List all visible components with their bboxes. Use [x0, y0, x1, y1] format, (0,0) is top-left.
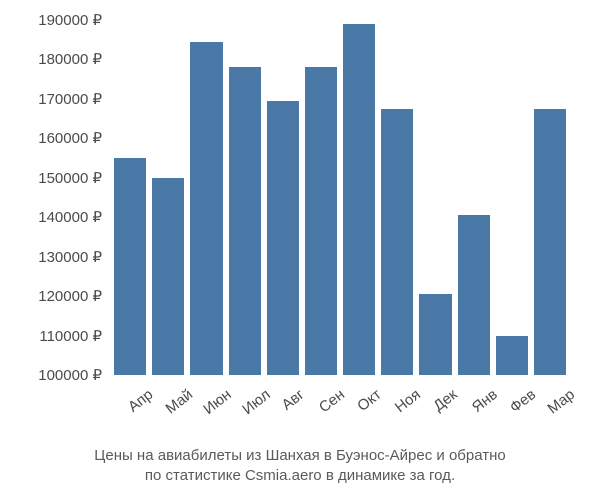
chart-caption: Цены на авиабилеты из Шанхая в Буэнос-Ай… [0, 446, 600, 487]
x-label-slot: Сен [305, 378, 337, 438]
y-axis: 100000 ₽110000 ₽120000 ₽130000 ₽140000 ₽… [0, 20, 110, 375]
x-label-slot: Май [152, 378, 184, 438]
bar [381, 109, 413, 375]
price-bar-chart: 100000 ₽ 110000 ₽ 120000 ₽ 130000 ₽ 140000 ₽… [0, 0, 600, 500]
bars-container [110, 20, 570, 375]
y-tick-label: 160000 ₽ [38, 129, 102, 147]
y-tick-label: 190000 ₽ [38, 11, 102, 29]
x-tick-label: Окт [354, 386, 384, 415]
bar [534, 109, 566, 375]
bar [267, 101, 299, 375]
y-tick-label: 180000 ₽ [38, 50, 102, 68]
x-label-slot: Дек [419, 378, 451, 438]
y-tick-label: 110000 ₽ [39, 327, 102, 345]
x-axis: АпрМайИюнИюлАвгСенОктНояДекЯнвФевМар [110, 378, 570, 438]
x-label-slot: Апр [114, 378, 146, 438]
x-label-slot: Июн [190, 378, 222, 438]
plot-area [110, 20, 570, 375]
y-tick-label: 150000 ₽ [38, 169, 102, 187]
bar [229, 67, 261, 375]
bar [114, 158, 146, 375]
x-label-slot: Окт [343, 378, 375, 438]
bar [152, 178, 184, 375]
y-tick-label: 120000 ₽ [38, 287, 102, 305]
x-label-slot: Фев [496, 378, 528, 438]
caption-line-1: Цены на авиабилеты из Шанхая в Буэнос-Ай… [94, 447, 505, 464]
x-label-slot: Янв [458, 378, 490, 438]
y-tick-label: 140000 ₽ [38, 208, 102, 226]
x-tick-label: Дек [431, 386, 461, 415]
y-tick-label: 170000 ₽ [38, 90, 102, 108]
x-label-slot: Авг [267, 378, 299, 438]
bar [419, 294, 451, 375]
bar [496, 336, 528, 375]
y-tick-label: 100000 ₽ [38, 366, 102, 384]
bar [458, 215, 490, 375]
x-label-slot: Ноя [381, 378, 413, 438]
x-tick-label: Авг [278, 386, 307, 414]
bar [343, 24, 375, 375]
bar [305, 67, 337, 375]
x-tick-label: Мар [544, 386, 578, 417]
caption-line-2: по статистике Csmia.aero в динамике за г… [145, 467, 455, 484]
y-tick-label: 130000 ₽ [38, 248, 102, 266]
x-label-slot: Мар [534, 378, 566, 438]
bar [190, 42, 222, 375]
x-label-slot: Июл [229, 378, 261, 438]
